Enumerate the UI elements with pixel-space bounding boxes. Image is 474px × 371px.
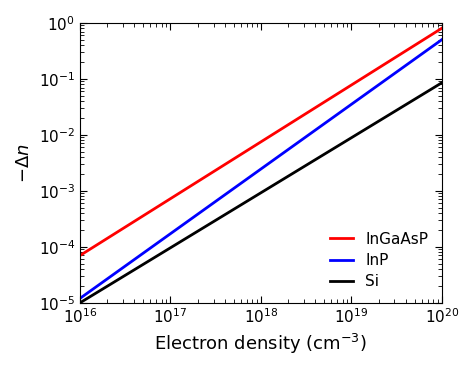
InP [251, 172, 257, 176]
InP [292, 142, 298, 147]
X-axis label: Electron density (cm$^{-3}$): Electron density (cm$^{-3}$) [155, 332, 367, 356]
InGaAsP [292, 118, 298, 122]
Si [292, 170, 298, 174]
InP [439, 37, 445, 42]
Line: Si: Si [80, 83, 442, 303]
InGaAsP [430, 32, 436, 36]
InGaAsP [251, 144, 257, 148]
InGaAsP [439, 26, 445, 30]
Line: InGaAsP: InGaAsP [80, 28, 442, 256]
Si [273, 181, 279, 186]
InGaAsP [77, 253, 83, 258]
Legend: InGaAsP, InP, Si: InGaAsP, InP, Si [324, 226, 434, 295]
Si [439, 81, 445, 85]
Si [430, 86, 436, 90]
InP [77, 296, 83, 301]
InP [249, 173, 255, 178]
InGaAsP [374, 67, 379, 72]
InGaAsP [249, 145, 255, 150]
Si [251, 195, 257, 199]
Si [77, 301, 83, 305]
Si [249, 196, 255, 200]
Si [374, 120, 379, 125]
Line: InP: InP [80, 40, 442, 298]
InP [430, 44, 436, 48]
InP [374, 84, 379, 89]
InGaAsP [273, 130, 279, 135]
Y-axis label: $-\Delta n$: $-\Delta n$ [15, 143, 33, 183]
InP [273, 156, 279, 161]
